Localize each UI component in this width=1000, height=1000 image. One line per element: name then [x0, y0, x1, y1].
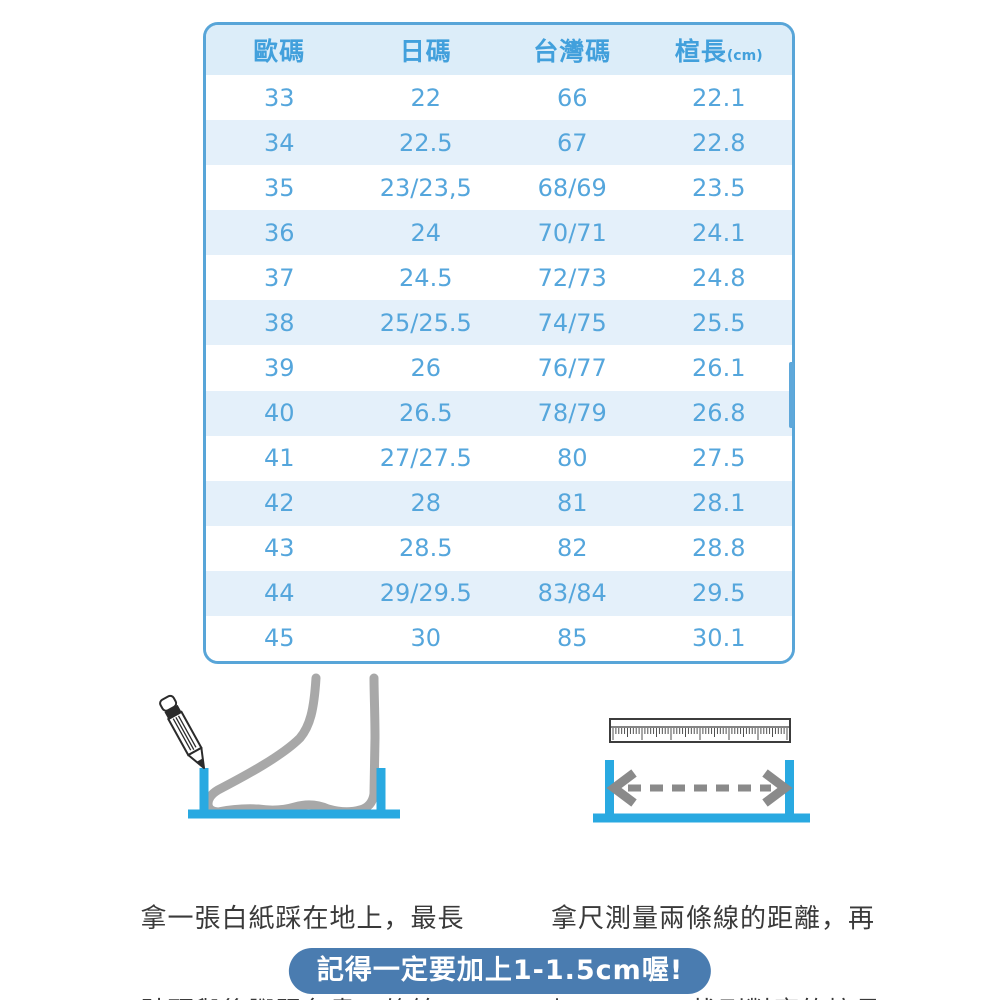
size-table-cell: 27/27.5: [379, 444, 472, 473]
size-table-row: 36 24 70/71 24.1: [206, 210, 792, 256]
double-arrow-icon: [606, 769, 793, 807]
size-table-cell: 28.8: [692, 534, 746, 563]
size-table-cell: 45: [263, 624, 295, 653]
size-table-cell: 22.1: [692, 83, 746, 112]
size-table-row: 33 22 66 22.1: [206, 75, 792, 121]
size-table-cell: 26.1: [692, 354, 746, 382]
size-table-row: 37 24.5 72/73 24.8: [206, 255, 792, 301]
size-table-cell: 78/79: [537, 399, 607, 428]
foot-outline-icon: [203, 673, 380, 817]
ruler-icon: [609, 718, 791, 743]
size-table-cell: 66: [556, 83, 588, 112]
size-table-cell: 33: [263, 83, 295, 112]
size-table-cell: 85: [556, 624, 588, 653]
size-table-cell: 83/84: [537, 579, 607, 608]
size-table-row: 34 22.5 67 22.8: [206, 120, 792, 166]
right-instruction-line2: 加1-1.5cm找到對應的楦長: [551, 997, 891, 1000]
size-table-row: 41 27/27.5 80 27.5: [206, 435, 792, 481]
column-header-lastlength: 楦長(cm): [646, 32, 793, 68]
size-table-row: 44 29/29.5 83/84 29.5: [206, 570, 792, 616]
column-header-tw: 台灣碼: [533, 37, 612, 66]
left-instruction-line2: 趾頭與後腳跟各畫一條線。: [130, 997, 475, 1000]
size-table-cell: 23.5: [692, 173, 746, 202]
size-table-cell: 42: [263, 489, 295, 518]
size-conversion-table: 歐碼 日碼 台灣碼 楦長(cm) 33 22 66 22.1 34 22.5 67 22.8 3…: [203, 22, 795, 664]
size-table-cell: 29/29.5: [379, 579, 472, 608]
left-instruction-caption: 拿一張白紙踩在地上，最長 趾頭與後腳跟各畫一條線。: [130, 842, 475, 1000]
pencil-icon: [159, 694, 205, 769]
size-table-cell: 30.1: [692, 624, 746, 653]
size-table-cell: 67: [556, 128, 588, 157]
column-header-eu: 歐碼: [253, 37, 306, 66]
size-table-cell: 74/75: [537, 308, 607, 337]
size-table-cell: 22: [410, 83, 442, 112]
size-table-cell: 24.5: [399, 263, 453, 292]
right-instruction-caption: 拿尺測量兩條線的距離，再 加1-1.5cm找到對應的楦長 ，就是合適的尺碼。: [551, 842, 891, 1000]
scrollbar-thumb-artifact: [789, 362, 794, 428]
size-table-cell: 28.5: [399, 534, 453, 563]
size-table-row: 40 26.5 78/79 26.8: [206, 390, 792, 436]
size-table-cell: 43: [263, 534, 295, 563]
size-table-cell: 70/71: [537, 218, 607, 247]
size-table-cell: 81: [556, 489, 588, 518]
size-table-cell: 24.8: [692, 263, 746, 292]
size-table-cell: 34: [263, 128, 295, 157]
size-table-cell: 25.5: [692, 308, 746, 337]
reminder-note-pill: 記得一定要加上1-1.5cm喔!: [288, 948, 712, 994]
size-table-cell: 80: [556, 444, 588, 473]
left-instruction-line1: 拿一張白紙踩在地上，最長: [140, 904, 465, 934]
size-table-row: 45 30 85 30.1: [206, 615, 792, 661]
size-table-cell: 37: [263, 263, 295, 292]
size-table-cell: 28.1: [692, 489, 746, 518]
size-table-row: 38 25/25.5 74/75 25.5: [206, 300, 792, 346]
size-table-cell: 26.5: [399, 399, 453, 428]
size-table-row: 42 28 81 28.1: [206, 480, 792, 526]
size-table-cell: 23/23,5: [379, 173, 472, 202]
table-header-row: 歐碼 日碼 台灣碼 楦長(cm): [206, 25, 792, 75]
size-table-cell: 30: [410, 624, 442, 653]
size-table-row: 35 23/23,5 68/69 23.5: [206, 165, 792, 211]
size-table-cell: 27.5: [692, 444, 746, 473]
size-table-cell: 26.8: [692, 399, 746, 428]
foot-tracing-illustration: [159, 673, 400, 819]
table-body: 33 22 66 22.1 34 22.5 67 22.8 35 23/23,5 68/69 23.5…: [206, 75, 792, 661]
size-table-cell: 25/25.5: [379, 308, 472, 337]
size-table-cell: 36: [263, 218, 295, 247]
size-table-cell: 44: [263, 579, 295, 608]
column-header-jp: 日碼: [399, 37, 452, 66]
size-table-cell: 24.1: [692, 218, 746, 247]
ruler-measuring-illustration: [593, 718, 810, 823]
column-header-lastlength-label: 楦長: [674, 37, 727, 66]
size-table-cell: 82: [556, 534, 588, 563]
size-table-cell: 24: [410, 218, 442, 247]
size-table-cell: 72/73: [537, 263, 607, 292]
size-table-cell: 76/77: [537, 354, 607, 382]
size-table-cell: 38: [263, 308, 295, 337]
column-header-unit: (cm): [726, 48, 763, 64]
size-table-cell: 35: [263, 173, 295, 202]
size-table-cell: 40: [263, 399, 295, 428]
size-table-cell: 26: [410, 354, 442, 382]
size-table-cell: 22.5: [399, 128, 453, 157]
size-table-cell: 22.8: [692, 128, 746, 157]
size-table-cell: 28: [410, 489, 442, 518]
size-table-cell: 29.5: [692, 579, 746, 608]
size-table-cell: 68/69: [537, 173, 607, 202]
size-table-row: 43 28.5 82 28.8: [206, 525, 792, 571]
size-table-cell: 41: [263, 444, 295, 473]
size-table-row: 39 26 76/77 26.1: [206, 345, 792, 391]
right-instruction-line1: 拿尺測量兩條線的距離，再: [551, 904, 876, 934]
size-table-cell: 39: [263, 354, 295, 382]
